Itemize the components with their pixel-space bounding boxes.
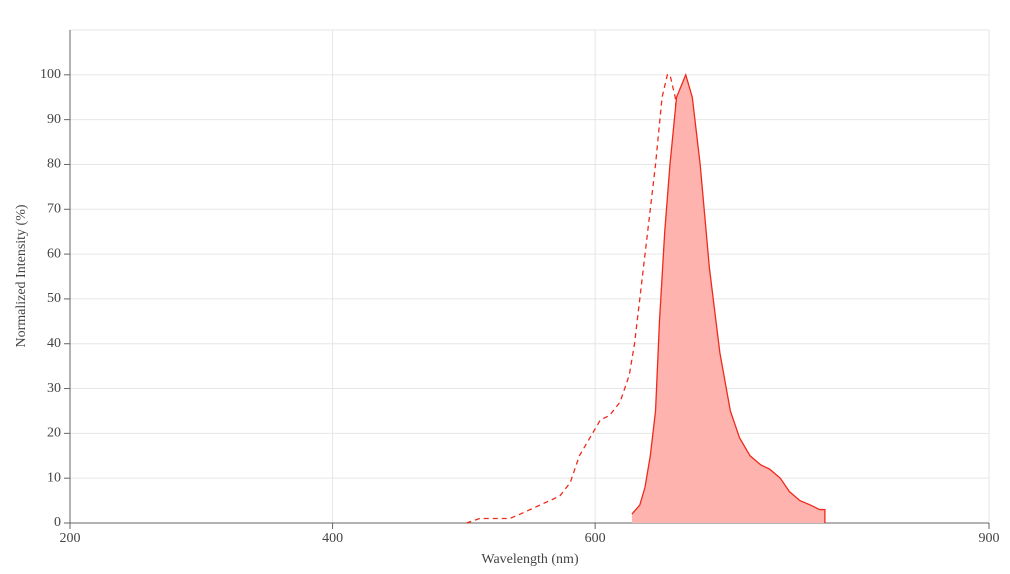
x-axis-label: Wavelength (nm): [481, 552, 579, 567]
x-tick-label: 900: [979, 531, 1000, 546]
y-tick-label: 100: [40, 67, 61, 82]
y-tick-label: 60: [47, 246, 61, 261]
y-tick-label: 50: [47, 291, 61, 306]
area-fill: [631, 74, 825, 524]
x-tick-label: 400: [322, 531, 343, 546]
x-tick-label: 600: [585, 531, 606, 546]
y-tick-label: 80: [47, 157, 61, 172]
y-tick-label: 70: [47, 201, 61, 216]
y-tick-label: 20: [47, 426, 61, 441]
y-tick-label: 10: [47, 470, 61, 485]
y-tick-label: 40: [47, 336, 61, 351]
x-tick-label: 200: [60, 531, 81, 546]
y-axis-label: Normalized Intensity (%): [14, 204, 29, 347]
series-line: [631, 72, 826, 523]
y-tick-label: 30: [47, 381, 61, 396]
y-tick-label: 0: [54, 515, 61, 530]
y-tick-label: 90: [47, 112, 61, 127]
